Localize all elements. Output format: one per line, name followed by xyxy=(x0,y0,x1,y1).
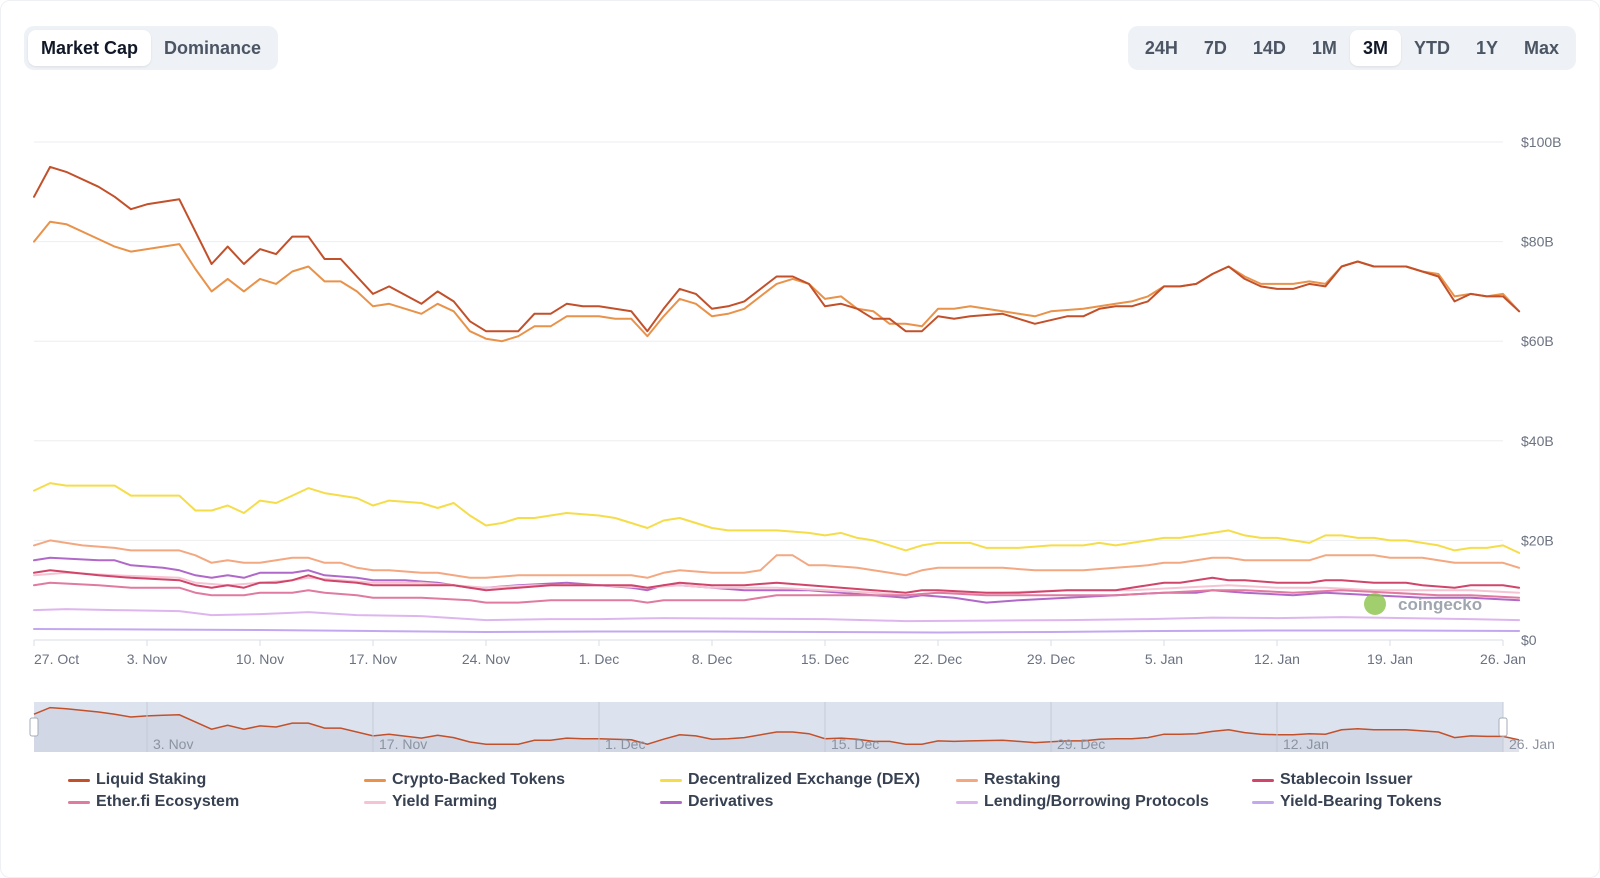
navigator-tick-label: 26. Jan xyxy=(1509,736,1555,752)
legend-swatch xyxy=(1252,778,1274,782)
legend-item[interactable]: Stablecoin Issuer xyxy=(1252,770,1548,790)
legend-item[interactable]: Lending/Borrowing Protocols xyxy=(956,792,1252,812)
legend-label: Yield-Bearing Tokens xyxy=(1280,793,1442,810)
navigator-handle-right[interactable] xyxy=(1498,717,1508,737)
legend-item[interactable]: Decentralized Exchange (DEX) xyxy=(660,770,956,790)
legend-item[interactable]: Ether.fi Ecosystem xyxy=(68,792,364,812)
legend-swatch xyxy=(1252,800,1274,804)
navigator-tick-label: 12. Jan xyxy=(1283,736,1329,752)
legend-swatch xyxy=(68,800,90,804)
navigator-line xyxy=(33,706,1520,745)
time-range-selector: 24H 7D 14D 1M 3M YTD 1Y Max xyxy=(1127,26,1576,70)
x-tick-label: 26. Jan xyxy=(1480,651,1526,667)
x-tick-label: 22. Dec xyxy=(914,651,962,667)
x-tick-label: 1. Dec xyxy=(579,651,619,667)
legend-swatch xyxy=(364,778,386,782)
series-line-decentralized-exchange-dex[interactable] xyxy=(33,482,1521,554)
legend-swatch xyxy=(660,800,682,804)
legend-label: Crypto-Backed Tokens xyxy=(392,771,566,788)
y-tick-label: $60B xyxy=(1521,333,1554,349)
range-navigator[interactable]: 3. Nov 17. Nov 1. Dec 15. Dec 29. Dec 12. Jan… xyxy=(29,702,1555,752)
range-1m[interactable]: 1M xyxy=(1311,37,1337,58)
x-tick-label: 15. Dec xyxy=(801,651,849,667)
legend-item[interactable]: Yield-Bearing Tokens xyxy=(1252,792,1548,812)
x-tick-label: 24. Nov xyxy=(462,651,510,667)
series-line-liquid-staking[interactable] xyxy=(33,165,1521,333)
legend-label: Lending/Borrowing Protocols xyxy=(984,793,1209,810)
x-tick-label: 29. Dec xyxy=(1027,651,1075,667)
legend-label: Liquid Staking xyxy=(96,771,207,788)
x-tick-label: 8. Dec xyxy=(692,651,732,667)
x-tick-label: 27. Oct xyxy=(34,651,79,667)
navigator-tick-label: 29. Dec xyxy=(1057,736,1105,752)
x-tick-label: 10. Nov xyxy=(236,651,284,667)
navigator-area xyxy=(34,707,1520,752)
coingecko-logo-icon xyxy=(1364,593,1386,615)
range-24h[interactable]: 24H xyxy=(1144,37,1178,58)
series-line-lending-borrowing-protocols[interactable] xyxy=(33,608,1521,623)
series-lines xyxy=(33,165,1521,634)
range-3m[interactable]: 3M xyxy=(1349,30,1401,66)
legend-swatch xyxy=(956,778,978,782)
legend-swatch xyxy=(660,778,682,782)
legend-label: Derivatives xyxy=(688,793,774,810)
y-tick-label: $20B xyxy=(1521,532,1554,548)
y-tick-label: $80B xyxy=(1521,234,1554,250)
series-line-yield-farming[interactable] xyxy=(33,571,1521,597)
series-line-derivatives[interactable] xyxy=(33,556,1521,604)
navigator-tick-label: 17. Nov xyxy=(379,736,427,752)
range-ytd[interactable]: YTD xyxy=(1413,37,1450,58)
legend-item[interactable]: Restaking xyxy=(956,770,1252,790)
series-line-yield-bearing-tokens[interactable] xyxy=(33,628,1521,634)
legend-label: Decentralized Exchange (DEX) xyxy=(688,771,921,788)
tab-dominance[interactable]: Dominance xyxy=(164,37,262,58)
series-line-restaking[interactable] xyxy=(33,539,1521,579)
range-14d[interactable]: 14D xyxy=(1252,37,1286,58)
legend-item[interactable]: Crypto-Backed Tokens xyxy=(364,770,660,790)
series-line-ether-fi-ecosystem[interactable] xyxy=(33,581,1521,604)
series-line-stablecoin-issuer[interactable] xyxy=(33,569,1521,594)
y-tick-label: $40B xyxy=(1521,433,1554,449)
navigator-tick-label: 1. Dec xyxy=(605,736,645,752)
range-1y[interactable]: 1Y xyxy=(1475,37,1498,58)
grid-lines xyxy=(34,141,1503,641)
legend-swatch xyxy=(68,778,90,782)
x-tick-label: 3. Nov xyxy=(127,651,167,667)
legend-swatch xyxy=(364,800,386,804)
navigator-handle-left[interactable] xyxy=(29,717,39,737)
legend-label: Stablecoin Issuer xyxy=(1280,771,1413,788)
legend-label: Ether.fi Ecosystem xyxy=(96,793,240,810)
legend-swatch xyxy=(956,800,978,804)
x-axis: 27. Oct 3. Nov 10. Nov 17. Nov 24. Nov 1. Dec… xyxy=(33,640,1526,667)
range-max[interactable]: Max xyxy=(1523,37,1559,58)
legend-item[interactable]: Yield Farming xyxy=(364,792,660,812)
view-toggle: Market Cap Dominance xyxy=(24,26,279,70)
watermark-text: coingecko xyxy=(1398,595,1482,614)
x-tick-label: 12. Jan xyxy=(1254,651,1300,667)
chart-legend: Liquid Staking Crypto-Backed Tokens Decent… xyxy=(68,770,1568,812)
legend-label: Restaking xyxy=(984,771,1061,788)
tab-market-cap[interactable]: Market Cap xyxy=(28,30,152,66)
series-line-crypto-backed-tokens[interactable] xyxy=(33,220,1521,343)
navigator-tick-label: 15. Dec xyxy=(831,736,879,752)
y-axis: $0 $20B $40B $60B $80B $100B xyxy=(1521,134,1561,648)
x-tick-label: 5. Jan xyxy=(1145,651,1183,667)
x-tick-label: 19. Jan xyxy=(1367,651,1413,667)
navigator-tick-label: 3. Nov xyxy=(153,736,193,752)
y-tick-label: $0 xyxy=(1521,632,1537,648)
x-tick-label: 17. Nov xyxy=(349,651,397,667)
range-7d[interactable]: 7D xyxy=(1203,37,1227,58)
legend-label: Yield Farming xyxy=(392,793,498,810)
watermark: coingecko xyxy=(1364,593,1482,615)
y-tick-label: $100B xyxy=(1521,134,1561,150)
legend-item[interactable]: Liquid Staking xyxy=(68,770,364,790)
legend-item[interactable]: Derivatives xyxy=(660,792,956,812)
